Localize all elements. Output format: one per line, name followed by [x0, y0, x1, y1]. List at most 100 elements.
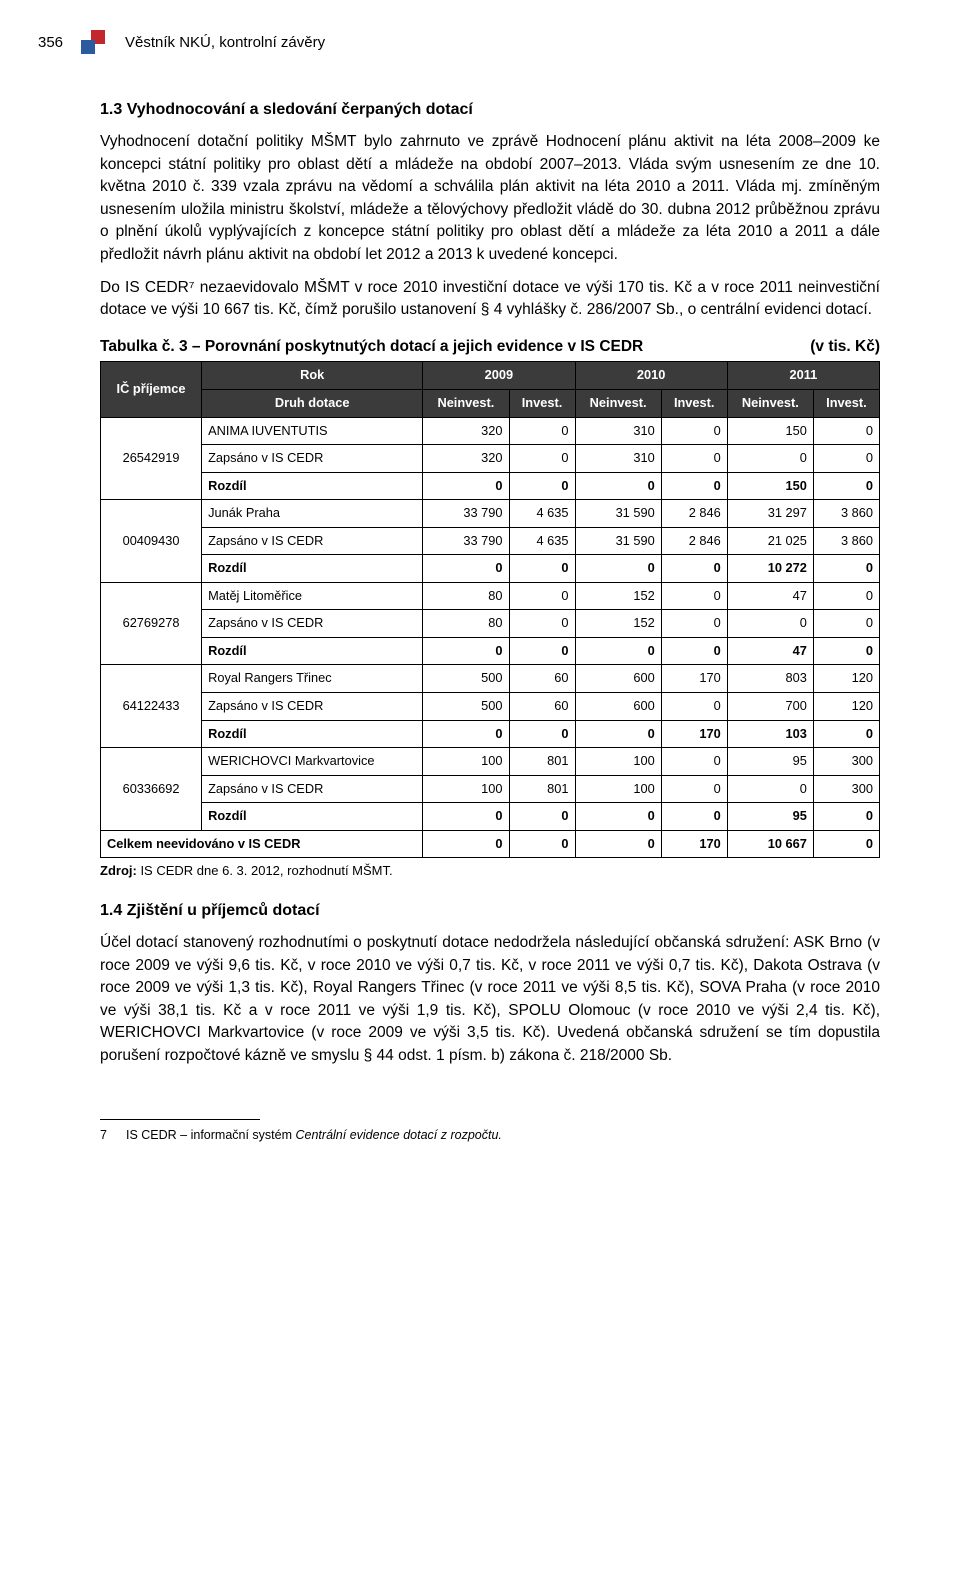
cell-value: 10 667: [727, 830, 813, 858]
cell-value: 0: [813, 555, 879, 583]
cell-value: 0: [661, 417, 727, 445]
source-label: Zdroj:: [100, 863, 137, 878]
cell-value: 600: [575, 692, 661, 720]
table-row: Zapsáno v IS CEDR800152000: [101, 610, 880, 638]
page-header: 356 Věstník NKÚ, kontrolní závěry: [38, 30, 880, 56]
cell-value: 0: [661, 775, 727, 803]
cell-value: 0: [661, 610, 727, 638]
cell-value: 0: [509, 610, 575, 638]
cell-value: 0: [813, 445, 879, 473]
cell-value: 320: [423, 445, 509, 473]
cell-value: 33 790: [423, 527, 509, 555]
cell-value: 10 272: [727, 555, 813, 583]
cell-total-label: Celkem neevidováno v IS CEDR: [101, 830, 423, 858]
cell-value: 2 846: [661, 500, 727, 528]
cell-value: 170: [661, 665, 727, 693]
cell-label: Royal Rangers Třinec: [202, 665, 423, 693]
cell-value: 0: [661, 692, 727, 720]
cell-label: Zapsáno v IS CEDR: [202, 610, 423, 638]
cell-value: 0: [423, 803, 509, 831]
nku-logo-icon: [81, 30, 107, 56]
cell-value: 0: [575, 637, 661, 665]
cell-value: 170: [661, 830, 727, 858]
cell-value: 33 790: [423, 500, 509, 528]
cell-value: 103: [727, 720, 813, 748]
cell-label: Rozdíl: [202, 803, 423, 831]
th-2011: 2011: [727, 362, 879, 390]
table-row: 62769278Matěj Litoměřice8001520470: [101, 582, 880, 610]
table-row: 64122433Royal Rangers Třinec500606001708…: [101, 665, 880, 693]
cell-value: 95: [727, 803, 813, 831]
table-row: Rozdíl000010 2720: [101, 555, 880, 583]
table-row: Zapsáno v IS CEDR500606000700120: [101, 692, 880, 720]
cell-value: 0: [813, 803, 879, 831]
cell-value: 47: [727, 582, 813, 610]
cell-value: 80: [423, 582, 509, 610]
th-rok: Rok: [202, 362, 423, 390]
cell-value: 31 297: [727, 500, 813, 528]
cell-value: 0: [661, 445, 727, 473]
cell-value: 310: [575, 445, 661, 473]
table-3-caption-unit: (v tis. Kč): [810, 336, 880, 358]
cell-value: 100: [575, 775, 661, 803]
cell-value: 801: [509, 748, 575, 776]
th-2010-neinv: Neinvest.: [575, 389, 661, 417]
cell-value: 0: [575, 830, 661, 858]
cell-label: Zapsáno v IS CEDR: [202, 445, 423, 473]
cell-value: 80: [423, 610, 509, 638]
cell-value: 0: [575, 472, 661, 500]
table-3-caption: Tabulka č. 3 – Porovnání poskytnutých do…: [100, 336, 880, 358]
cell-value: 0: [661, 748, 727, 776]
section-1-3-para-1: Vyhodnocení dotační politiky MŠMT bylo z…: [100, 131, 880, 266]
cell-value: 0: [423, 472, 509, 500]
cell-label: Rozdíl: [202, 637, 423, 665]
cell-value: 0: [661, 637, 727, 665]
cell-value: 21 025: [727, 527, 813, 555]
cell-value: 31 590: [575, 500, 661, 528]
table-row: Rozdíl0000950: [101, 803, 880, 831]
cell-value: 0: [509, 417, 575, 445]
cell-value: 310: [575, 417, 661, 445]
table-row: 26542919ANIMA IUVENTUTIS320031001500: [101, 417, 880, 445]
th-2009: 2009: [423, 362, 575, 390]
cell-value: 150: [727, 472, 813, 500]
cell-value: 0: [661, 555, 727, 583]
cell-value: 500: [423, 665, 509, 693]
cell-ic: 60336692: [101, 748, 202, 831]
cell-value: 100: [575, 748, 661, 776]
section-1-3-para-2: Do IS CEDR⁷ nezaevidovalo MŠMT v roce 20…: [100, 277, 880, 322]
cell-value: 31 590: [575, 527, 661, 555]
cell-value: 320: [423, 417, 509, 445]
section-1-4-para: Účel dotací stanovený rozhodnutími o pos…: [100, 932, 880, 1067]
footnote-7: 7IS CEDR – informační systém Centrální e…: [100, 1126, 880, 1144]
cell-value: 0: [813, 582, 879, 610]
footnote-number: 7: [100, 1126, 126, 1144]
cell-value: 0: [813, 830, 879, 858]
cell-value: 0: [509, 803, 575, 831]
footnote-text: IS CEDR – informační systém: [126, 1128, 296, 1142]
cell-value: 801: [509, 775, 575, 803]
cell-value: 0: [423, 830, 509, 858]
th-2010: 2010: [575, 362, 727, 390]
cell-value: 0: [661, 582, 727, 610]
cell-value: 3 860: [813, 527, 879, 555]
table-row: 60336692WERICHOVCI Markvartovice10080110…: [101, 748, 880, 776]
cell-value: 152: [575, 582, 661, 610]
table-row: Rozdíl0001701030: [101, 720, 880, 748]
cell-value: 100: [423, 775, 509, 803]
cell-value: 0: [423, 637, 509, 665]
cell-value: 100: [423, 748, 509, 776]
cell-value: 4 635: [509, 527, 575, 555]
cell-value: 170: [661, 720, 727, 748]
cell-label: WERICHOVCI Markvartovice: [202, 748, 423, 776]
cell-value: 4 635: [509, 500, 575, 528]
th-2009-neinv: Neinvest.: [423, 389, 509, 417]
cell-value: 0: [509, 445, 575, 473]
page-number: 356: [38, 32, 63, 54]
cell-value: 150: [727, 417, 813, 445]
cell-value: 300: [813, 775, 879, 803]
table-3-caption-text: Tabulka č. 3 – Porovnání poskytnutých do…: [100, 336, 643, 358]
th-2010-inv: Invest.: [661, 389, 727, 417]
cell-value: 0: [727, 775, 813, 803]
cell-value: 152: [575, 610, 661, 638]
